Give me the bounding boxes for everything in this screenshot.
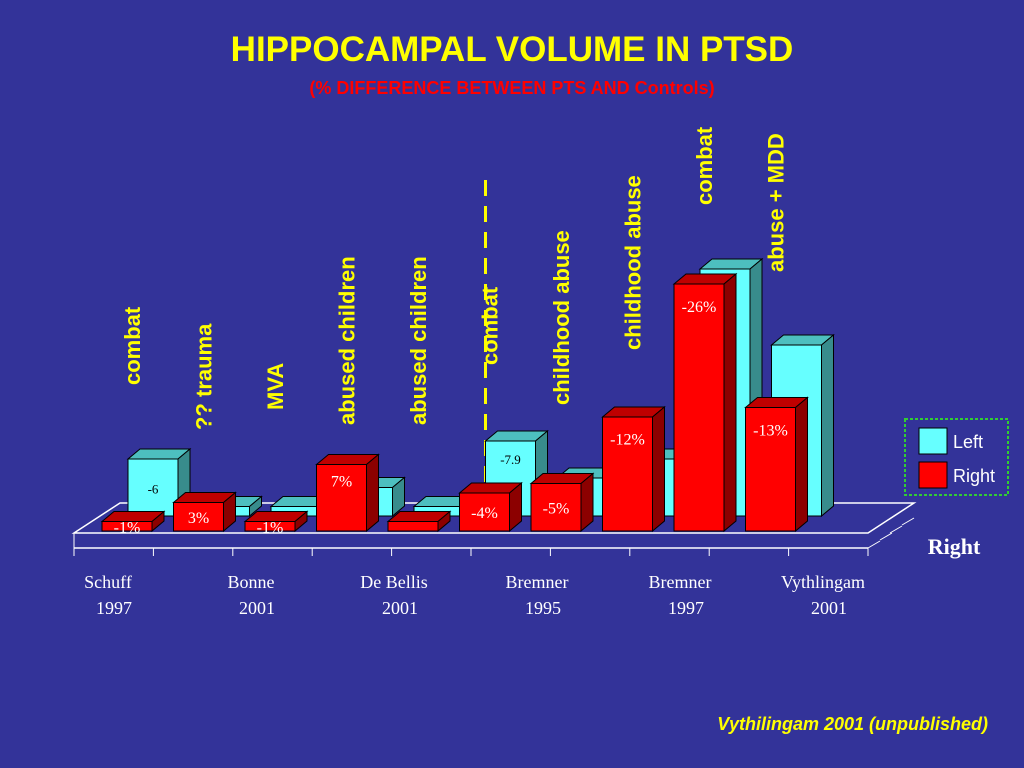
- tick-label-year-1: 2001: [239, 598, 275, 618]
- bar-left-3-side: [392, 476, 405, 518]
- bar-right-9-side: [795, 396, 808, 533]
- bar-right-1-label: 3%: [188, 510, 209, 527]
- bar-right-5-front: [459, 492, 510, 532]
- bar-left-9-side: [821, 333, 834, 518]
- bar-left-5-label: -7.9: [500, 452, 521, 467]
- tick-label-name-4: Bremner: [649, 572, 712, 592]
- tick-label-year-3: 1995: [525, 598, 561, 618]
- tick-label-name-3: Bremner: [506, 572, 569, 592]
- annotation-2: MVA: [263, 363, 288, 410]
- floor-outline: [71, 502, 917, 534]
- annotation-0: combat: [120, 306, 145, 385]
- tick-label-year-0: 1997: [96, 598, 132, 618]
- study-annotations: combat ?? trauma MVA abused children abused …: [120, 126, 789, 500]
- tick-label-name-2: De Bellis: [360, 572, 428, 592]
- bar-right-4-side: [437, 510, 451, 533]
- chart-subtitle: (% DIFFERENCE BETWEEN PTS AND Controls): [309, 78, 715, 98]
- annotation-1: ?? trauma: [192, 323, 217, 430]
- bar-left-0-label: -6: [148, 482, 159, 497]
- annotation-7: childhood abuse: [621, 175, 646, 350]
- bar-right-3-label: 7%: [331, 473, 352, 490]
- depth-tick: [889, 525, 903, 534]
- legend: Left Right: [904, 418, 1009, 496]
- bar-right-9-label: -13%: [753, 423, 788, 440]
- bar-right-7-front: [602, 416, 653, 532]
- legend-swatch-0: [918, 427, 948, 455]
- annotation-6: childhood abuse: [549, 230, 574, 405]
- tick-label-name-1: Bonne: [228, 572, 275, 592]
- x-axis: Schuff 1997 Bonne 2001 De Bellis 2001 Bremner 1…: [73, 533, 981, 618]
- tick-label-name-0: Schuff: [84, 572, 132, 592]
- right-series: -1% 3% -1% 7% -4% -5% -12% -26% -13%: [100, 272, 809, 536]
- bar-right-0-label: -1%: [114, 519, 141, 536]
- chart-title: HIPPOCAMPAL VOLUME IN PTSD: [230, 30, 794, 69]
- bar-right-1-side: [223, 491, 236, 533]
- legend-label-0: Left: [953, 432, 983, 452]
- bar-right-5-label: -4%: [471, 505, 498, 522]
- bar-right-4-front: [387, 521, 439, 532]
- tick-label-year-5: 2001: [811, 598, 847, 618]
- depth-tick: [879, 532, 893, 541]
- bar-right-5-side: [509, 481, 522, 533]
- bar-right-8-side: [723, 272, 737, 533]
- annotation-5: combat: [478, 286, 503, 365]
- bar-right-0-side: [151, 510, 165, 533]
- bar-right-2-side: [294, 510, 308, 533]
- bar-left-1-side: [249, 495, 262, 518]
- bar-right-7-label: -12%: [610, 432, 645, 449]
- depth-axis-label: Right: [928, 534, 981, 559]
- tick-label-year-4: 1997: [668, 598, 704, 618]
- tick-label-name-5: Vythlingam: [781, 572, 865, 592]
- legend-label-1: Right: [953, 466, 995, 486]
- depth-tick: [867, 540, 881, 549]
- annotation-9: abuse + MDD: [764, 133, 789, 272]
- bar-right-6-label: -5%: [543, 500, 570, 517]
- annotation-8: combat: [692, 126, 717, 205]
- chart-floor: [71, 502, 917, 549]
- annotation-3: abused children: [335, 256, 360, 425]
- bar-right-8-front: [673, 283, 725, 532]
- bar-right-3-side: [366, 453, 379, 533]
- bar-right-6-side: [580, 472, 594, 533]
- bar-right-8-label: -26%: [682, 299, 717, 316]
- bar-right-1-front: [173, 502, 224, 532]
- citation: Vythilingam 2001 (unpublished): [717, 714, 988, 734]
- bar-right-2-label: -1%: [257, 519, 284, 536]
- bar-right-7-side: [652, 405, 665, 533]
- annotation-4: abused children: [406, 256, 431, 425]
- depth-tick: [901, 517, 915, 526]
- tick-label-year-2: 2001: [382, 598, 418, 618]
- legend-swatch-1: [918, 461, 948, 489]
